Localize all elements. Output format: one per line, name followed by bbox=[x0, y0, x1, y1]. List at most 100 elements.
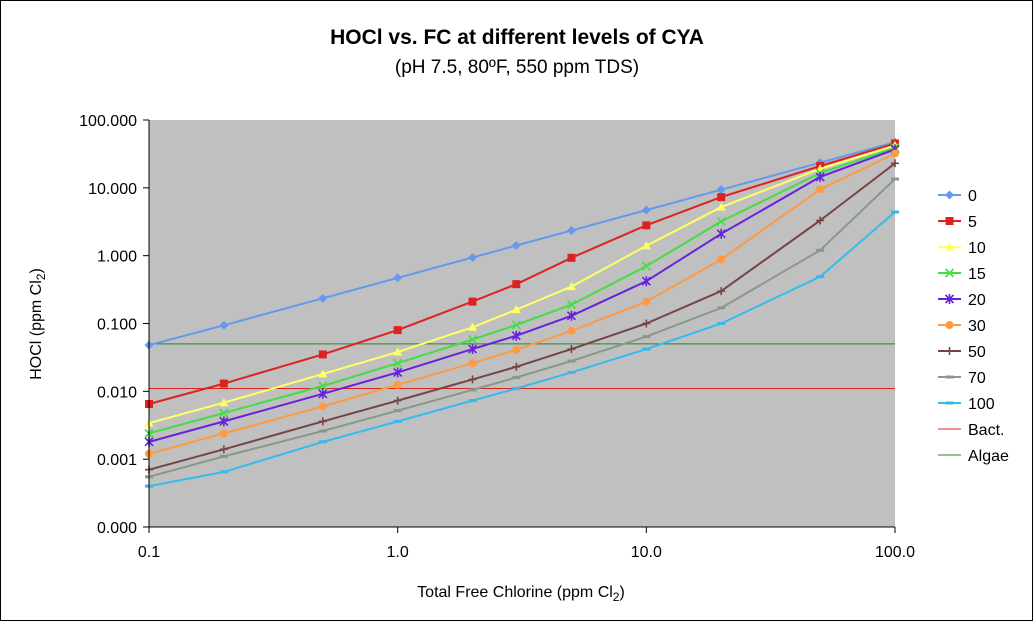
y-axis-title: HOCl (ppm Cl2) bbox=[28, 268, 48, 380]
x-axis-title-text: Total Free Chlorine (ppm Cl bbox=[417, 584, 613, 601]
legend-marker bbox=[945, 217, 954, 225]
legend-item-10: 10 bbox=[938, 240, 986, 257]
data-point bbox=[641, 261, 651, 271]
legend-marker bbox=[945, 375, 954, 379]
data-point bbox=[318, 417, 327, 426]
data-point bbox=[219, 398, 229, 407]
legend-label: 10 bbox=[968, 240, 986, 257]
data-point bbox=[219, 416, 229, 427]
data-point bbox=[567, 326, 576, 335]
data-point bbox=[512, 345, 521, 354]
y-tick-label: 0.010 bbox=[97, 384, 137, 401]
legend-item-algae: Algae bbox=[938, 448, 1009, 465]
x-tick-label: 10.0 bbox=[631, 544, 662, 561]
data-point bbox=[642, 319, 651, 328]
x-tick-label: 0.1 bbox=[138, 544, 160, 561]
data-point bbox=[219, 320, 229, 330]
data-point bbox=[393, 358, 403, 368]
data-point bbox=[318, 350, 327, 359]
data-point bbox=[641, 205, 651, 215]
data-point bbox=[567, 253, 576, 262]
data-point bbox=[318, 388, 328, 399]
data-point bbox=[642, 297, 651, 306]
data-point bbox=[717, 255, 726, 264]
legend-marker bbox=[945, 190, 954, 200]
data-point bbox=[717, 193, 726, 202]
data-point bbox=[717, 306, 726, 310]
legend-marker bbox=[945, 321, 954, 329]
data-point bbox=[318, 369, 328, 378]
legend-item-20: 20 bbox=[938, 292, 986, 309]
x-tick-labels: 0.1 1.0 10.0 100.0 bbox=[138, 527, 915, 561]
data-point bbox=[566, 225, 576, 235]
data-point bbox=[891, 177, 899, 181]
data-point bbox=[512, 362, 521, 371]
data-point bbox=[219, 445, 228, 454]
data-point bbox=[566, 282, 576, 291]
x-axis-title-subscript: 2 bbox=[613, 590, 620, 604]
data-point bbox=[512, 387, 521, 391]
legend-item-100: 100 bbox=[938, 396, 995, 413]
data-point bbox=[468, 399, 477, 403]
data-point bbox=[467, 334, 478, 345]
data-point bbox=[468, 388, 477, 392]
y-tick-label: 0.100 bbox=[97, 317, 137, 334]
y-axis-title-text: HOCl (ppm Cl bbox=[28, 280, 45, 380]
data-point bbox=[219, 454, 228, 458]
legend-item-bact: Bact. bbox=[938, 422, 1004, 439]
data-point bbox=[891, 210, 899, 214]
data-point bbox=[393, 380, 402, 389]
data-point bbox=[567, 359, 576, 363]
data-point bbox=[511, 320, 521, 330]
data-point bbox=[717, 287, 726, 296]
data-point bbox=[816, 216, 825, 225]
data-point bbox=[891, 159, 899, 168]
data-point bbox=[566, 300, 577, 310]
data-point bbox=[641, 241, 651, 250]
data-point bbox=[393, 273, 403, 283]
data-point bbox=[219, 429, 228, 438]
y-tick-labels: 0.000 0.001 0.010 0.100 1.000 10.000 100.000 bbox=[79, 113, 149, 537]
x-axis-title-tail: ) bbox=[619, 584, 624, 601]
legend: 0 5 10 15 20 30 50 70 100 Bact. Algae bbox=[938, 188, 1009, 465]
data-point bbox=[512, 375, 521, 379]
data-point bbox=[716, 216, 726, 226]
data-point bbox=[642, 347, 651, 351]
data-point bbox=[468, 375, 477, 384]
legend-item-0: 0 bbox=[938, 188, 977, 205]
data-point bbox=[566, 310, 577, 321]
y-tick-label: 1.000 bbox=[97, 249, 137, 266]
data-point bbox=[318, 293, 328, 303]
series-30 bbox=[145, 149, 899, 458]
chart-title: HOCl vs. FC at different levels of CYA bbox=[330, 26, 704, 49]
legend-item-50: 50 bbox=[938, 344, 986, 361]
data-point bbox=[219, 408, 229, 418]
legend-item-5: 5 bbox=[938, 214, 977, 231]
legend-marker bbox=[945, 401, 954, 405]
data-point bbox=[468, 359, 477, 368]
legend-label: 70 bbox=[968, 370, 986, 387]
data-point bbox=[393, 419, 402, 423]
chart-subtitle: (pH 7.5, 80ºF, 550 ppm TDS) bbox=[395, 57, 639, 78]
series-70 bbox=[145, 177, 899, 479]
data-point bbox=[318, 440, 327, 444]
data-point bbox=[318, 402, 327, 411]
data-point bbox=[816, 185, 825, 194]
legend-marker bbox=[944, 294, 955, 304]
y-axis-title-subscript: 2 bbox=[34, 273, 48, 280]
series-layer bbox=[144, 137, 900, 488]
data-point bbox=[641, 276, 651, 287]
data-point bbox=[467, 344, 478, 355]
data-point bbox=[219, 379, 228, 388]
data-point bbox=[815, 171, 825, 182]
y-tick-label: 10.000 bbox=[88, 181, 137, 198]
data-point bbox=[891, 149, 899, 158]
y-axis-title-tail: ) bbox=[28, 268, 45, 273]
y-tick-label: 100.000 bbox=[79, 113, 137, 130]
x-tick-label: 1.0 bbox=[387, 544, 409, 561]
data-point bbox=[567, 370, 576, 374]
legend-label: 20 bbox=[968, 292, 986, 309]
x-tick-label: 100.0 bbox=[875, 544, 915, 561]
